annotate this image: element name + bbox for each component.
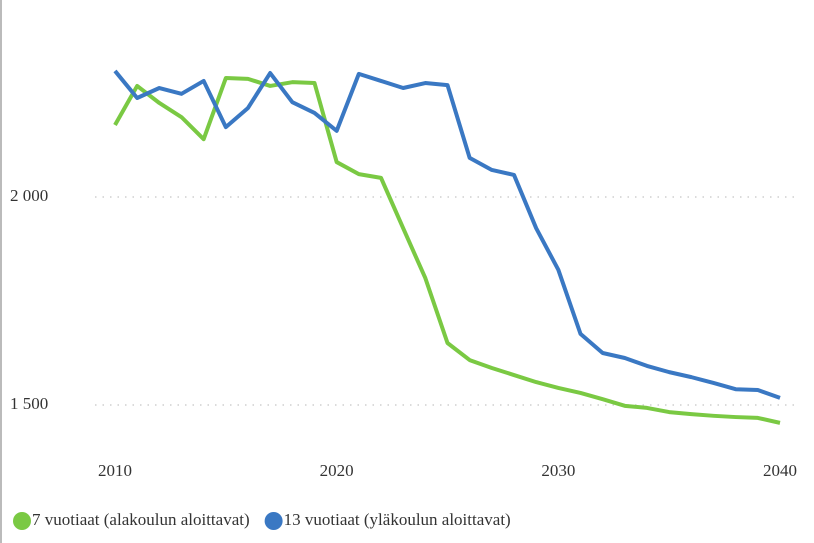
y-tick-label: 1 500: [10, 394, 48, 413]
x-tick-label: 2030: [541, 461, 575, 480]
legend-label: 13 vuotiaat (yläkoulun aloittavat): [284, 510, 511, 529]
x-tick-label: 2010: [98, 461, 132, 480]
legend-swatch: [13, 512, 31, 530]
legend-label: 7 vuotiaat (alakoulun aloittavat): [32, 510, 250, 529]
series-line: [113, 76, 781, 425]
series-line: [113, 69, 781, 400]
x-tick-label: 2040: [763, 461, 797, 480]
y-tick-label: 2 000: [10, 186, 48, 205]
x-tick-label: 2020: [320, 461, 354, 480]
legend-swatch: [264, 512, 283, 530]
